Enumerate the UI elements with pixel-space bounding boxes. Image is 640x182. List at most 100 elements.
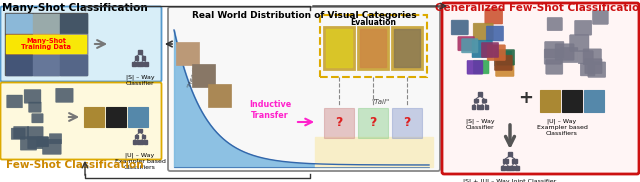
FancyBboxPatch shape <box>29 102 41 112</box>
FancyBboxPatch shape <box>583 49 602 65</box>
Text: |S| – Way
Classifier: |S| – Way Classifier <box>466 119 494 130</box>
FancyBboxPatch shape <box>481 43 499 58</box>
FancyBboxPatch shape <box>175 41 198 64</box>
FancyBboxPatch shape <box>570 35 589 51</box>
Bar <box>106 107 126 127</box>
Bar <box>140 62 143 66</box>
Bar <box>326 29 352 67</box>
Bar <box>360 29 386 67</box>
Bar <box>132 62 136 66</box>
Bar <box>508 152 512 156</box>
Bar <box>140 141 143 144</box>
FancyBboxPatch shape <box>458 36 474 51</box>
FancyBboxPatch shape <box>1 7 161 82</box>
Bar <box>540 90 560 112</box>
Bar <box>138 50 141 54</box>
Bar <box>482 99 486 102</box>
FancyBboxPatch shape <box>486 26 504 41</box>
Bar <box>6 55 32 74</box>
Text: Many-Shot
Training Data: Many-Shot Training Data <box>21 37 71 50</box>
Bar <box>133 141 136 144</box>
Bar <box>315 137 433 167</box>
Bar <box>324 108 354 138</box>
Bar <box>392 108 422 138</box>
Bar <box>358 27 388 69</box>
FancyBboxPatch shape <box>207 84 230 106</box>
Bar <box>392 27 422 69</box>
Bar <box>472 105 476 109</box>
FancyBboxPatch shape <box>36 137 49 147</box>
Text: Many-Shot Classification: Many-Shot Classification <box>2 3 148 13</box>
Text: Evaluation: Evaluation <box>351 18 397 27</box>
FancyBboxPatch shape <box>495 61 514 76</box>
Bar <box>137 62 140 66</box>
FancyBboxPatch shape <box>487 45 506 61</box>
FancyBboxPatch shape <box>11 128 25 139</box>
FancyBboxPatch shape <box>561 48 578 63</box>
Bar <box>138 129 141 132</box>
FancyBboxPatch shape <box>578 51 593 64</box>
FancyBboxPatch shape <box>546 60 563 74</box>
Bar <box>477 105 480 109</box>
FancyBboxPatch shape <box>451 20 468 35</box>
Bar <box>60 13 86 33</box>
FancyBboxPatch shape <box>580 63 595 76</box>
Bar <box>474 99 478 102</box>
FancyBboxPatch shape <box>24 90 41 103</box>
FancyBboxPatch shape <box>191 64 214 86</box>
Bar <box>324 27 354 69</box>
Bar <box>142 56 145 60</box>
FancyBboxPatch shape <box>32 114 43 123</box>
FancyBboxPatch shape <box>168 7 440 171</box>
FancyBboxPatch shape <box>56 88 73 102</box>
FancyBboxPatch shape <box>593 11 608 24</box>
Bar <box>135 135 138 138</box>
Text: |S| – Way
Classifier: |S| – Way Classifier <box>125 75 154 86</box>
FancyBboxPatch shape <box>28 137 43 149</box>
FancyBboxPatch shape <box>473 60 489 74</box>
FancyBboxPatch shape <box>42 139 61 154</box>
Text: ?: ? <box>403 116 411 130</box>
FancyBboxPatch shape <box>49 134 61 144</box>
Bar <box>137 141 140 144</box>
Bar <box>358 108 388 138</box>
Text: |U| – Way
Exampler based
Classifiers: |U| – Way Exampler based Classifiers <box>536 119 588 136</box>
FancyBboxPatch shape <box>545 41 564 58</box>
Text: "Tail": "Tail" <box>371 99 389 105</box>
Bar <box>500 166 505 170</box>
FancyBboxPatch shape <box>472 40 492 58</box>
FancyBboxPatch shape <box>13 126 29 139</box>
Text: Generalized Few-Shot Classification: Generalized Few-Shot Classification <box>435 3 640 13</box>
Bar <box>144 141 147 144</box>
Bar <box>33 13 59 33</box>
Bar <box>128 107 148 127</box>
Text: |U| – Way
Exampler based
Classifiers: |U| – Way Exampler based Classifiers <box>115 153 165 170</box>
Bar <box>142 135 145 138</box>
Text: ?: ? <box>369 116 377 130</box>
Bar <box>510 166 514 170</box>
Bar <box>5 13 87 75</box>
Bar <box>515 166 519 170</box>
FancyBboxPatch shape <box>37 137 49 146</box>
Text: Few-Shot Classification: Few-Shot Classification <box>6 160 144 170</box>
Bar <box>144 62 148 66</box>
Bar <box>480 105 483 109</box>
Bar <box>478 92 482 96</box>
Bar <box>562 90 582 112</box>
Bar <box>394 29 420 67</box>
FancyBboxPatch shape <box>6 95 22 108</box>
Bar <box>358 108 388 138</box>
FancyBboxPatch shape <box>467 60 483 74</box>
Text: "Head": "Head" <box>186 66 198 88</box>
Bar <box>504 159 508 163</box>
FancyBboxPatch shape <box>28 126 43 139</box>
Text: ?: ? <box>335 116 342 130</box>
FancyBboxPatch shape <box>547 17 563 31</box>
FancyBboxPatch shape <box>442 3 639 174</box>
Bar <box>134 56 138 60</box>
Bar <box>324 108 354 138</box>
FancyBboxPatch shape <box>575 20 592 35</box>
FancyBboxPatch shape <box>544 49 562 64</box>
FancyBboxPatch shape <box>588 62 605 77</box>
Bar <box>60 55 86 74</box>
